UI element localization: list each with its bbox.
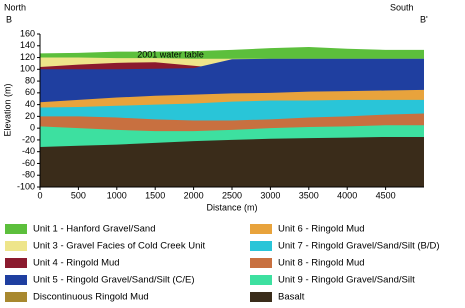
y-tick-label: 120 <box>20 52 35 62</box>
legend-swatch <box>250 241 272 251</box>
x-tick-label: 4500 <box>376 190 396 200</box>
legend-label: Unit 6 - Ringold Mud <box>278 224 365 235</box>
legend-swatch <box>250 275 272 285</box>
y-tick-label: 20 <box>25 111 35 121</box>
legend-label: Unit 3 - Gravel Facies of Cold Creek Uni… <box>33 241 205 252</box>
legend-label: Unit 8 - Ringold Mud <box>278 258 365 269</box>
y-axis-label: Elevation (m) <box>2 83 12 136</box>
legend-label: Unit 1 - Hanford Gravel/Sand <box>33 224 156 235</box>
legend-label: Unit 4 - Ringold Mud <box>33 258 120 269</box>
legend-label: Unit 7 - Ringold Gravel/Sand/Silt (B/D) <box>278 241 440 252</box>
legend-swatch <box>5 258 27 268</box>
legend-swatch <box>250 258 272 268</box>
legend-swatch <box>5 241 27 251</box>
layer <box>40 136 424 187</box>
legend-swatch <box>250 292 272 302</box>
y-tick-label: 160 <box>20 28 35 38</box>
y-tick-label: 40 <box>25 99 35 109</box>
x-tick-label: 4000 <box>337 190 357 200</box>
legend-swatch <box>250 224 272 234</box>
x-tick-label: 1500 <box>145 190 165 200</box>
right-point: B' <box>420 14 428 24</box>
annotation: 2001 water table <box>137 50 204 60</box>
x-tick-label: 500 <box>71 190 86 200</box>
y-tick-label: 140 <box>20 40 35 50</box>
y-tick-label: 80 <box>25 75 35 85</box>
y-tick-label: 60 <box>25 87 35 97</box>
y-tick-label: -60 <box>22 158 35 168</box>
y-tick-label: -20 <box>22 134 35 144</box>
x-tick-label: 2000 <box>184 190 204 200</box>
legend-label: Basalt <box>278 292 305 303</box>
y-tick-label: -100 <box>17 181 35 191</box>
x-tick-label: 3500 <box>299 190 319 200</box>
legend-label: Discontinuous Ringold Mud <box>33 292 149 303</box>
x-tick-label: 1000 <box>107 190 127 200</box>
y-tick-label: -80 <box>22 170 35 180</box>
x-tick-label: 3000 <box>260 190 280 200</box>
y-tick-label: 100 <box>20 64 35 74</box>
x-tick-label: 2500 <box>222 190 242 200</box>
legend-label: Unit 5 - Ringold Gravel/Sand/Silt (C/E) <box>33 275 195 286</box>
legend-swatch <box>5 224 27 234</box>
left-point: B <box>6 14 12 24</box>
x-tick-label: 0 <box>37 190 42 200</box>
legend-swatch <box>5 292 27 302</box>
y-tick-label: 0 <box>30 123 35 133</box>
legend-label: Unit 9 - Ringold Gravel/Sand/Silt <box>278 275 415 286</box>
legend-swatch <box>5 275 27 285</box>
left-direction: North <box>4 2 26 12</box>
right-direction: South <box>390 2 414 12</box>
y-tick-label: -40 <box>22 146 35 156</box>
x-axis-label: Distance (m) <box>206 202 257 212</box>
